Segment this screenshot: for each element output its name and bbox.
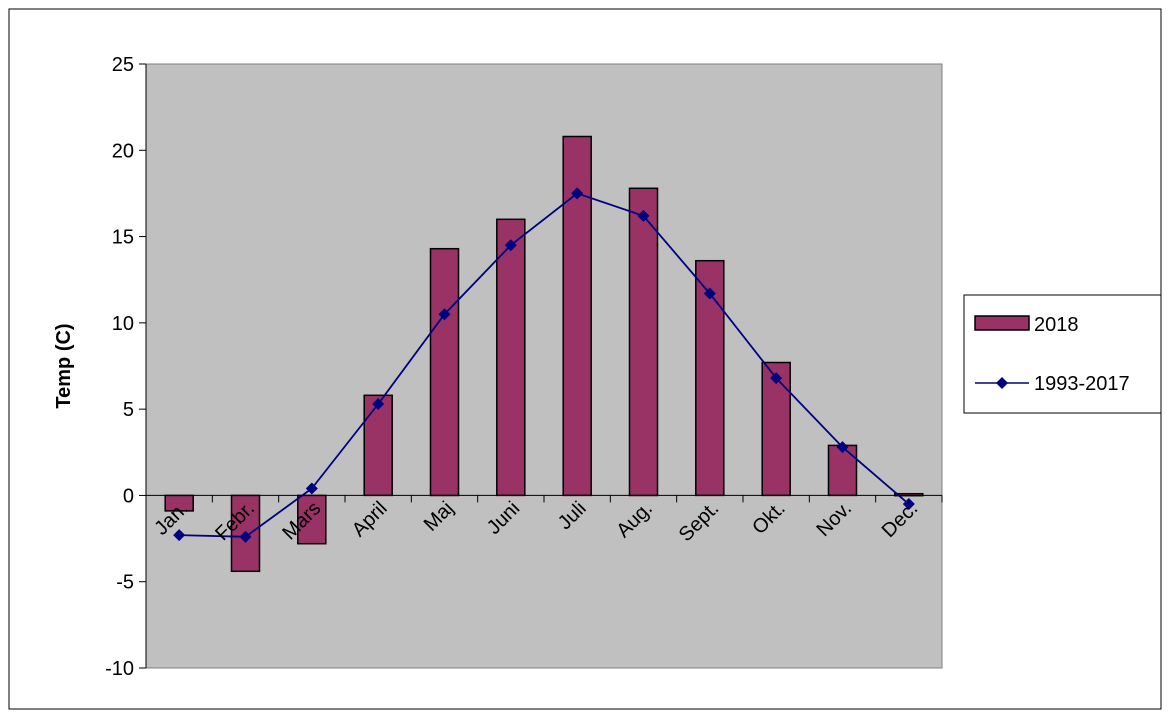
y-tick-label: 0 <box>123 485 134 507</box>
bar-juni <box>497 219 525 495</box>
bar-aug <box>630 188 658 495</box>
y-tick-label: -10 <box>105 658 134 680</box>
y-tick-label: 15 <box>112 227 134 249</box>
legend: 2018 1993-2017 <box>964 295 1161 413</box>
bar-maj <box>431 249 459 496</box>
y-tick-label: 20 <box>112 140 134 162</box>
legend-bar-swatch <box>975 316 1029 330</box>
legend-box <box>964 295 1161 413</box>
y-axis-title: Temp (C) <box>53 323 75 408</box>
bar-april <box>364 395 392 495</box>
plot-area <box>146 64 942 668</box>
legend-label-1993-2017: 1993-2017 <box>1034 373 1130 395</box>
y-tick-label: 25 <box>112 54 134 76</box>
y-tick-label: 10 <box>112 313 134 335</box>
legend-label-2018: 2018 <box>1034 314 1079 336</box>
y-tick-label: 5 <box>123 399 134 421</box>
y-tick-label: -5 <box>116 572 134 594</box>
